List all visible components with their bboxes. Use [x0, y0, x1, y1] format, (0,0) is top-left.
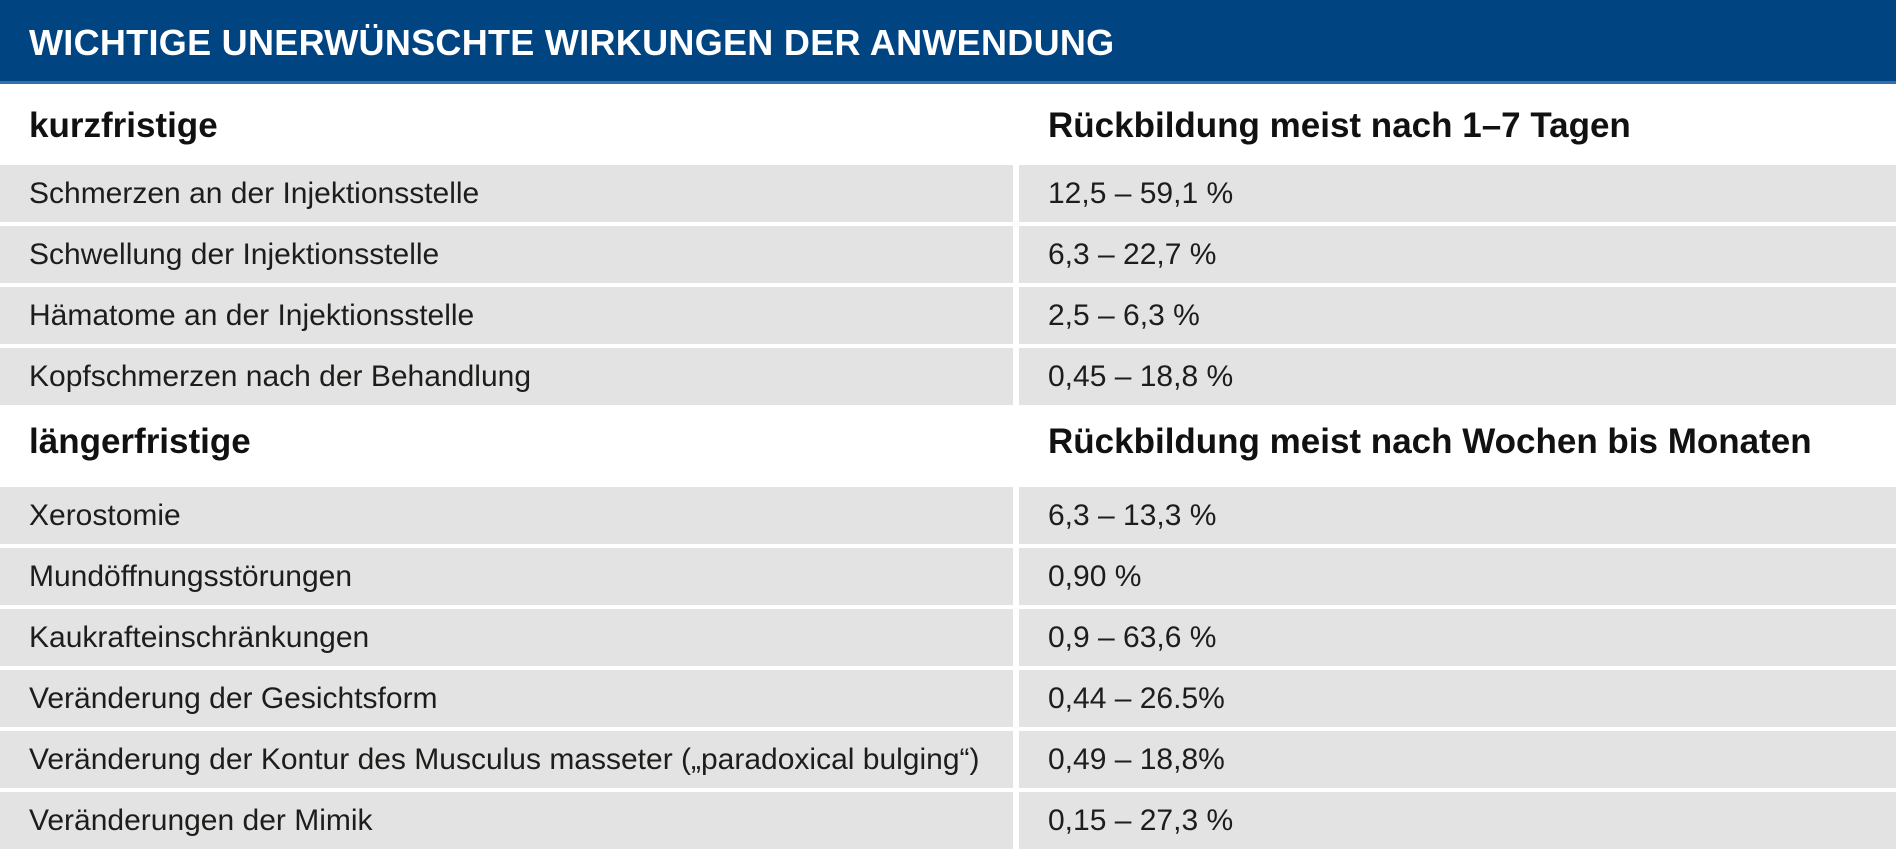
section-header-short-term: kurzfristige Rückbildung meist nach 1–7 …	[0, 90, 1896, 162]
table-row: Xerostomie 6,3 – 13,3 %	[0, 487, 1896, 544]
section-subheading: Rückbildung meist nach 1–7 Tagen	[1048, 106, 1631, 145]
rate-cell: 0,9 – 63,6 %	[1019, 609, 1896, 666]
table-row: Schwellung der Injektionsstelle 6,3 – 22…	[0, 226, 1896, 283]
effect-cell: Veränderung der Kontur des Musculus mass…	[0, 731, 1013, 788]
rate-cell: 0,49 – 18,8%	[1019, 731, 1896, 788]
table-row: Veränderung der Gesichtsform 0,44 – 26.5…	[0, 670, 1896, 727]
rate-cell: 2,5 – 6,3 %	[1019, 287, 1896, 344]
effect-cell: Schwellung der Injektionsstelle	[0, 226, 1013, 283]
table-row: Schmerzen an der Injektionsstelle 12,5 –…	[0, 165, 1896, 222]
effect-cell: Veränderung der Gesichtsform	[0, 670, 1013, 727]
effect-cell: Kaukrafteinschränkungen	[0, 609, 1013, 666]
rate-cell: 0,90 %	[1019, 548, 1896, 605]
table-title-bar: WICHTIGE UNERWÜNSCHTE WIRKUNGEN DER ANWE…	[0, 0, 1896, 84]
rate-cell: 0,15 – 27,3 %	[1019, 792, 1896, 849]
rate-cell: 6,3 – 22,7 %	[1019, 226, 1896, 283]
effect-cell: Schmerzen an der Injektionsstelle	[0, 165, 1013, 222]
rate-cell: 6,3 – 13,3 %	[1019, 487, 1896, 544]
table-title: WICHTIGE UNERWÜNSCHTE WIRKUNGEN DER ANWE…	[29, 22, 1115, 63]
rate-cell: 12,5 – 59,1 %	[1019, 165, 1896, 222]
table-row: Veränderungen der Mimik 0,15 – 27,3 %	[0, 792, 1896, 849]
effect-cell: Veränderungen der Mimik	[0, 792, 1013, 849]
table-row: Veränderung der Kontur des Musculus mass…	[0, 731, 1896, 788]
effect-cell: Xerostomie	[0, 487, 1013, 544]
effect-cell: Hämatome an der Injektionsstelle	[0, 287, 1013, 344]
table-row: Kopfschmerzen nach der Behandlung 0,45 –…	[0, 348, 1896, 405]
rate-cell: 0,45 – 18,8 %	[1019, 348, 1896, 405]
section-heading: längerfristige	[29, 422, 251, 461]
section-subheading: Rückbildung meist nach Wochen bis Monate…	[1048, 422, 1812, 461]
section-header-long-term: längerfristige Rückbildung meist nach Wo…	[0, 406, 1896, 478]
table-row: Kaukrafteinschränkungen 0,9 – 63,6 %	[0, 609, 1896, 666]
effect-cell: Kopfschmerzen nach der Behandlung	[0, 348, 1013, 405]
table-row: Hämatome an der Injektionsstelle 2,5 – 6…	[0, 287, 1896, 344]
section-heading: kurzfristige	[29, 106, 218, 145]
table-row: Mundöffnungsstörungen 0,90 %	[0, 548, 1896, 605]
rate-cell: 0,44 – 26.5%	[1019, 670, 1896, 727]
effect-cell: Mundöffnungsstörungen	[0, 548, 1013, 605]
